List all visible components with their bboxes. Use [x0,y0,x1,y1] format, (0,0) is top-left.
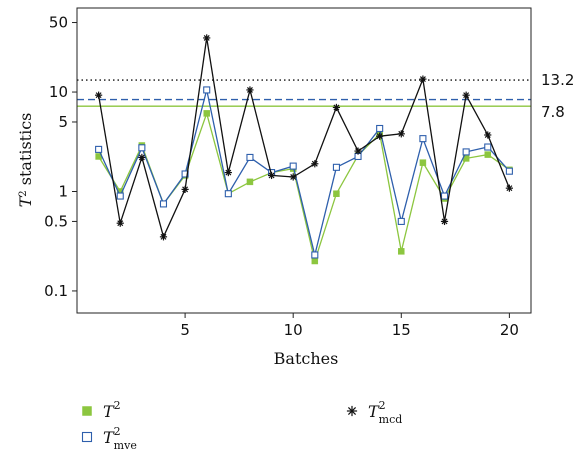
data-point [138,144,146,152]
y-tick-label: 50 [49,14,68,32]
data-point [116,192,124,200]
data-point [246,178,254,186]
data-point [159,200,168,208]
data-point [289,173,297,181]
data-point [462,91,470,99]
reference-line-label: 7.8 [541,103,565,121]
data-point [484,143,492,151]
x-tick-label: 20 [500,321,519,339]
data-point [224,190,232,198]
x-axis-ticks: 5 10 15 20 [180,313,519,339]
data-point [505,167,513,175]
data-point [289,162,297,170]
data-point [354,147,362,155]
series [95,86,513,259]
legend: T2 T2 mve T2 mcd [81,399,402,452]
data-point [159,233,168,241]
data-point [419,159,427,166]
data-point [505,184,513,192]
data-point [311,251,319,259]
series-layer [95,34,513,265]
data-point [398,248,405,255]
y-axis-ticks: 0.1 0.5 1 5 10 50 [44,14,77,300]
series [95,34,513,241]
data-point [246,86,254,94]
legend-label: T2 [103,399,121,421]
series-line [98,89,510,256]
data-point [95,145,103,153]
data-point [95,91,103,99]
data-point [138,153,146,162]
data-point [484,131,492,139]
data-point [484,151,492,158]
data-point [462,148,470,156]
x-axis-title: Batches [274,349,339,368]
data-point [440,192,449,200]
series-line [98,111,510,264]
y-tick-label: 5 [58,113,68,131]
legend-item: T2 mcd [346,399,402,426]
data-point [81,431,93,443]
data-point [246,153,254,161]
legend-label: T2 mcd [368,399,402,426]
data-point [203,110,210,117]
data-point [376,124,384,133]
legend-item: T2 [82,399,121,421]
y-tick-label: 1 [58,182,68,200]
data-point [440,217,449,226]
legend-label: T2 mve [103,425,137,452]
data-point [332,163,340,171]
reference-labels: 13.2 7.8 [541,71,574,121]
plot-frame [76,7,532,314]
data-point [267,171,276,180]
data-point [181,185,189,193]
data-point [224,168,232,177]
x-tick-label: 10 [284,321,303,339]
data-point [419,135,427,143]
data-point [397,217,405,225]
data-point [397,130,405,138]
data-point [203,34,211,42]
legend-item: T2 mve [81,425,137,452]
data-point [82,406,92,416]
data-point [376,132,384,140]
data-point [311,160,319,168]
x-tick-label: 15 [392,321,411,339]
data-point [203,86,211,94]
data-point [116,219,124,227]
reference-lines [77,79,531,107]
x-tick-label: 5 [180,321,190,339]
y-tick-label: 10 [49,83,68,101]
data-point [419,75,427,83]
data-point [333,190,340,197]
y-tick-label: 0.5 [44,212,68,230]
y-tick-label: 0.1 [44,282,68,300]
data-point [346,405,358,417]
data-point [181,170,189,178]
data-point [311,257,319,265]
reference-line-label: 13.2 [541,71,574,89]
series-line [97,37,511,239]
y-axis-title: T2 statistics [16,113,35,208]
data-point [332,103,341,112]
